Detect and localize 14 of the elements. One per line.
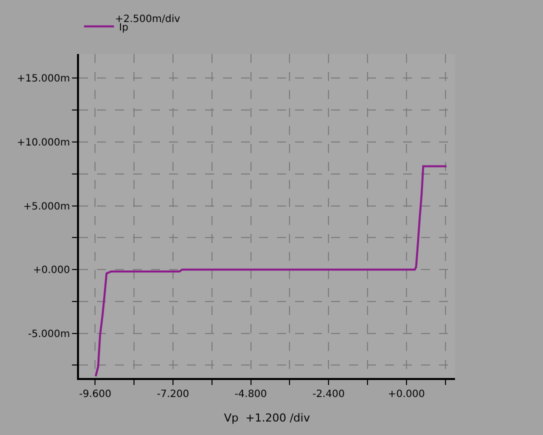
y-tick-label: +15.000m: [16, 74, 70, 85]
x-tick-label: -7.200: [156, 389, 190, 400]
x-tick-label: -2.400: [312, 389, 345, 400]
text: +2.500m/div: [115, 14, 180, 25]
y-tick-label: +10.000m: [16, 138, 70, 149]
x-tick-label: +0.000: [388, 389, 425, 400]
legend-label: Ip: [119, 22, 128, 34]
x-axis-title: Vp +1.200 /div: [224, 412, 310, 425]
x-tick-label: -4.800: [234, 389, 267, 400]
y-tick-label: -5.000m: [28, 328, 70, 340]
line-series: [94, 165, 448, 378]
y-tick-label: +5.000m: [23, 201, 70, 212]
y-tick-label: +0.000: [32, 265, 70, 276]
x-tick-label: -9.600: [79, 389, 112, 400]
